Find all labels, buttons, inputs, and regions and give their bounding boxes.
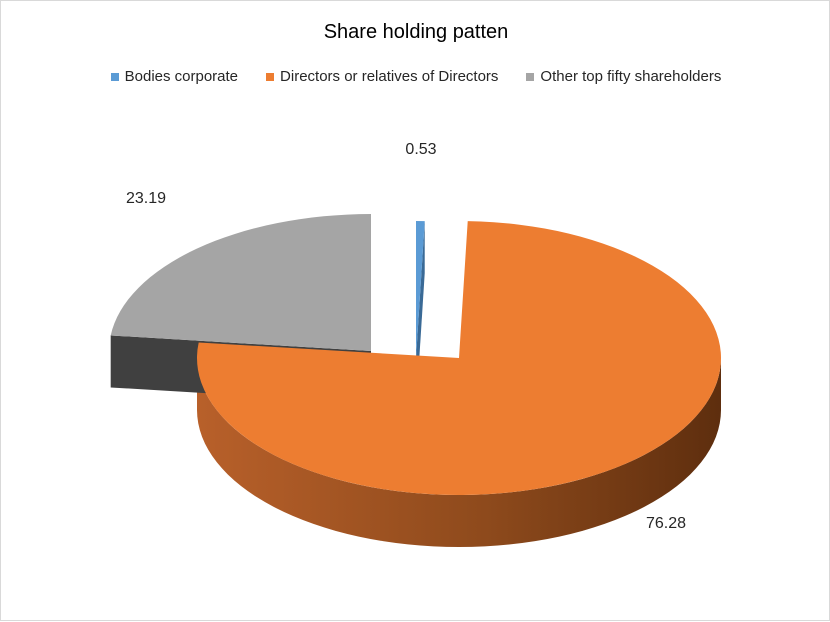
legend-label-directors: Directors or relatives of Directors — [280, 68, 499, 85]
legend-label-bodies-corporate: Bodies corporate — [124, 68, 239, 85]
legend-label-other-shareholders: Other top fifty shareholders — [540, 68, 722, 85]
legend-item-other-shareholders: Other top fifty shareholders — [526, 68, 721, 85]
pie-rim-directors — [197, 358, 721, 547]
pie-slice-other-shareholders — [110, 214, 371, 351]
legend-item-directors: Directors or relatives of Directors — [266, 68, 498, 85]
chart-legend: Bodies corporate Directors or relatives … — [1, 68, 830, 85]
pie-slice-tops — [110, 214, 721, 495]
data-label-other-shareholders: 23.19 — [126, 190, 166, 207]
legend-swatch-bodies-corporate — [110, 72, 119, 81]
data-label-bodies-corporate: 0.53 — [405, 141, 436, 158]
pie-slice-directors — [196, 221, 721, 495]
legend-item-bodies-corporate: Bodies corporate — [110, 68, 239, 85]
pie-data-labels: 0.53 76.28 23.19 — [126, 141, 686, 532]
pie-slice-bodies-corporate — [416, 221, 425, 358]
legend-swatch-directors — [266, 72, 275, 81]
legend-swatch-other-shareholders — [526, 72, 535, 81]
chart-title: Share holding patten — [323, 21, 509, 43]
data-label-directors: 76.28 — [646, 515, 686, 532]
